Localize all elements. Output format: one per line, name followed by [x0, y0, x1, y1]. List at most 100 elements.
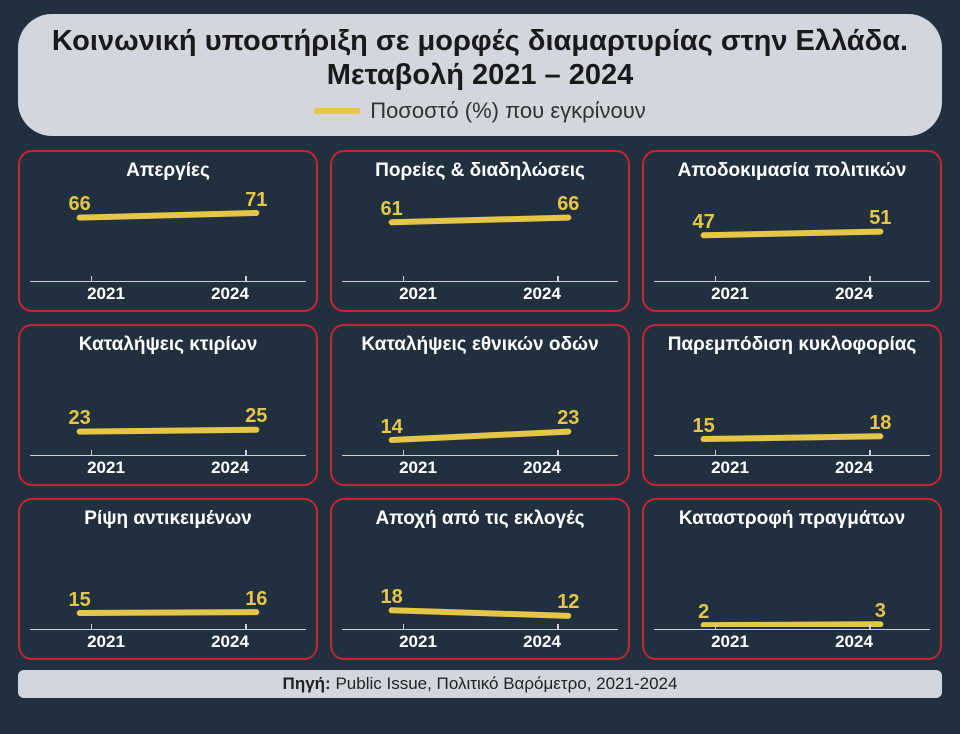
x-axis-label: 2021 — [711, 458, 749, 478]
x-axis-label: 2024 — [835, 284, 873, 304]
x-axis-tick — [869, 276, 871, 282]
sparkline-chart: 23 25 — [30, 360, 306, 453]
value-label: 15 — [693, 415, 715, 438]
x-axis-tick — [245, 276, 247, 282]
x-axis-label: 2021 — [711, 632, 749, 652]
value-label: 47 — [693, 211, 715, 234]
source-footer: Πηγή: Public Issue, Πολιτικό Βαρόμετρο, … — [18, 670, 942, 698]
panel: Απεργίες667120212024 — [18, 150, 318, 312]
x-axis: 20212024 — [342, 629, 618, 652]
x-axis-label: 2021 — [87, 284, 125, 304]
sparkline-chart: 1423 — [342, 360, 618, 453]
x-axis: 2021 2024 — [30, 281, 306, 304]
sparkline-chart: 61 66 — [342, 186, 618, 279]
x-axis-tick — [869, 450, 871, 456]
x-axis-label: 2021 — [87, 458, 125, 478]
trend-line — [392, 611, 569, 617]
value-label: 16 — [245, 588, 267, 611]
x-axis-label: 2021 — [87, 632, 125, 652]
x-axis-label: 2024 — [835, 458, 873, 478]
x-axis-label: 2024 — [211, 458, 249, 478]
value-label: 2 — [698, 601, 709, 624]
value-label: 71 — [245, 189, 267, 212]
x-axis-label: 2021 — [399, 284, 437, 304]
panel: Ρίψη αντικειμένων151620212024 — [18, 498, 318, 660]
sparkline-chart: 47 51 — [654, 186, 930, 279]
trend-line — [80, 613, 257, 614]
panel: Καταλήψεις κτιρίων 23 25 2021 2024 — [18, 324, 318, 486]
value-label: 23 — [557, 407, 579, 430]
panel-title: Καταλήψεις κτιρίων — [30, 334, 306, 360]
panel-title: Πορείες & διαδηλώσεις — [342, 160, 618, 186]
value-label: 25 — [245, 405, 267, 428]
source-label: Πηγή: — [283, 674, 331, 693]
header-pill: Κοινωνική υποστήριξη σε μορφές διαμαρτυρ… — [18, 14, 942, 136]
value-label: 12 — [557, 591, 579, 614]
x-axis-tick — [91, 624, 93, 630]
sparkline-svg — [654, 534, 930, 627]
x-axis: 2021 2024 — [654, 629, 930, 652]
panel: Αποδοκιμασία πολιτικών 47 51 2021 2024 — [642, 150, 942, 312]
x-axis-label: 2024 — [211, 632, 249, 652]
value-label: 15 — [69, 589, 91, 612]
x-axis-tick — [403, 624, 405, 630]
x-axis-tick — [715, 276, 717, 282]
legend-label: Ποσοστό (%) που εγκρίνουν — [370, 98, 646, 124]
sparkline-chart: 66 71 — [30, 186, 306, 279]
x-axis-tick — [91, 276, 93, 282]
x-axis: 2021 2024 — [654, 281, 930, 304]
panel-title: Καταλήψεις εθνικών οδών — [342, 334, 618, 360]
x-axis-tick — [403, 450, 405, 456]
value-label: 66 — [557, 193, 579, 216]
sparkline-svg — [30, 534, 306, 627]
x-axis-label: 2024 — [523, 458, 561, 478]
x-axis-label: 2021 — [399, 458, 437, 478]
x-axis-label: 2024 — [835, 632, 873, 652]
x-axis-tick — [557, 450, 559, 456]
panel: Πορείες & διαδηλώσεις 61 66 2021 2024 — [330, 150, 630, 312]
trend-line — [80, 213, 257, 218]
sparkline-chart: 23 — [654, 534, 930, 627]
panel: Καταλήψεις εθνικών οδών1423 2021 2024 — [330, 324, 630, 486]
x-axis: 2021 2024 — [654, 455, 930, 478]
trend-line — [80, 430, 257, 432]
x-axis-tick — [715, 450, 717, 456]
x-axis: 2021 2024 — [342, 281, 618, 304]
legend-line-swatch — [314, 108, 360, 114]
panel-title: Αποδοκιμασία πολιτικών — [654, 160, 930, 186]
x-axis: 2021 2024 — [30, 629, 306, 652]
x-axis-tick — [869, 624, 871, 630]
x-axis-label: 2021 — [399, 632, 437, 652]
page-title: Κοινωνική υποστήριξη σε μορφές διαμαρτυρ… — [48, 24, 912, 92]
x-axis-tick — [715, 624, 717, 630]
trend-line — [392, 218, 569, 223]
source-text: Public Issue, Πολιτικό Βαρόμετρο, 2021-2… — [331, 674, 678, 693]
value-label: 66 — [69, 193, 91, 216]
x-axis-label: 2024 — [211, 284, 249, 304]
value-label: 61 — [381, 198, 403, 221]
value-label: 3 — [875, 600, 886, 623]
x-axis-label: 2024 — [523, 284, 561, 304]
panel-title: Ρίψη αντικειμένων — [30, 508, 306, 534]
value-label: 18 — [381, 586, 403, 609]
panel-title: Παρεμπόδιση κυκλοφορίας — [654, 334, 930, 360]
sparkline-chart: 1518 — [654, 360, 930, 453]
x-axis-label: 2021 — [711, 284, 749, 304]
sparkline-chart: 1812 — [342, 534, 618, 627]
trend-line — [704, 232, 881, 236]
legend: Ποσοστό (%) που εγκρίνουν — [314, 98, 646, 124]
x-axis-tick — [557, 624, 559, 630]
x-axis-tick — [245, 450, 247, 456]
sparkline-chart: 1516 — [30, 534, 306, 627]
value-label: 51 — [869, 207, 891, 230]
x-axis-tick — [403, 276, 405, 282]
trend-line — [704, 437, 881, 440]
panel-title: Καταστροφή πραγμάτων — [654, 508, 930, 534]
x-axis-tick — [91, 450, 93, 456]
panel-title: Αποχή από τις εκλογές — [342, 508, 618, 534]
small-multiples-grid: Απεργίες667120212024Πορείες & διαδηλώσει… — [18, 150, 942, 660]
panel: Καταστροφή πραγμάτων2320212024 — [642, 498, 942, 660]
x-axis-tick — [557, 276, 559, 282]
panel: Αποχή από τις εκλογές181220212024 — [330, 498, 630, 660]
value-label: 23 — [69, 407, 91, 430]
